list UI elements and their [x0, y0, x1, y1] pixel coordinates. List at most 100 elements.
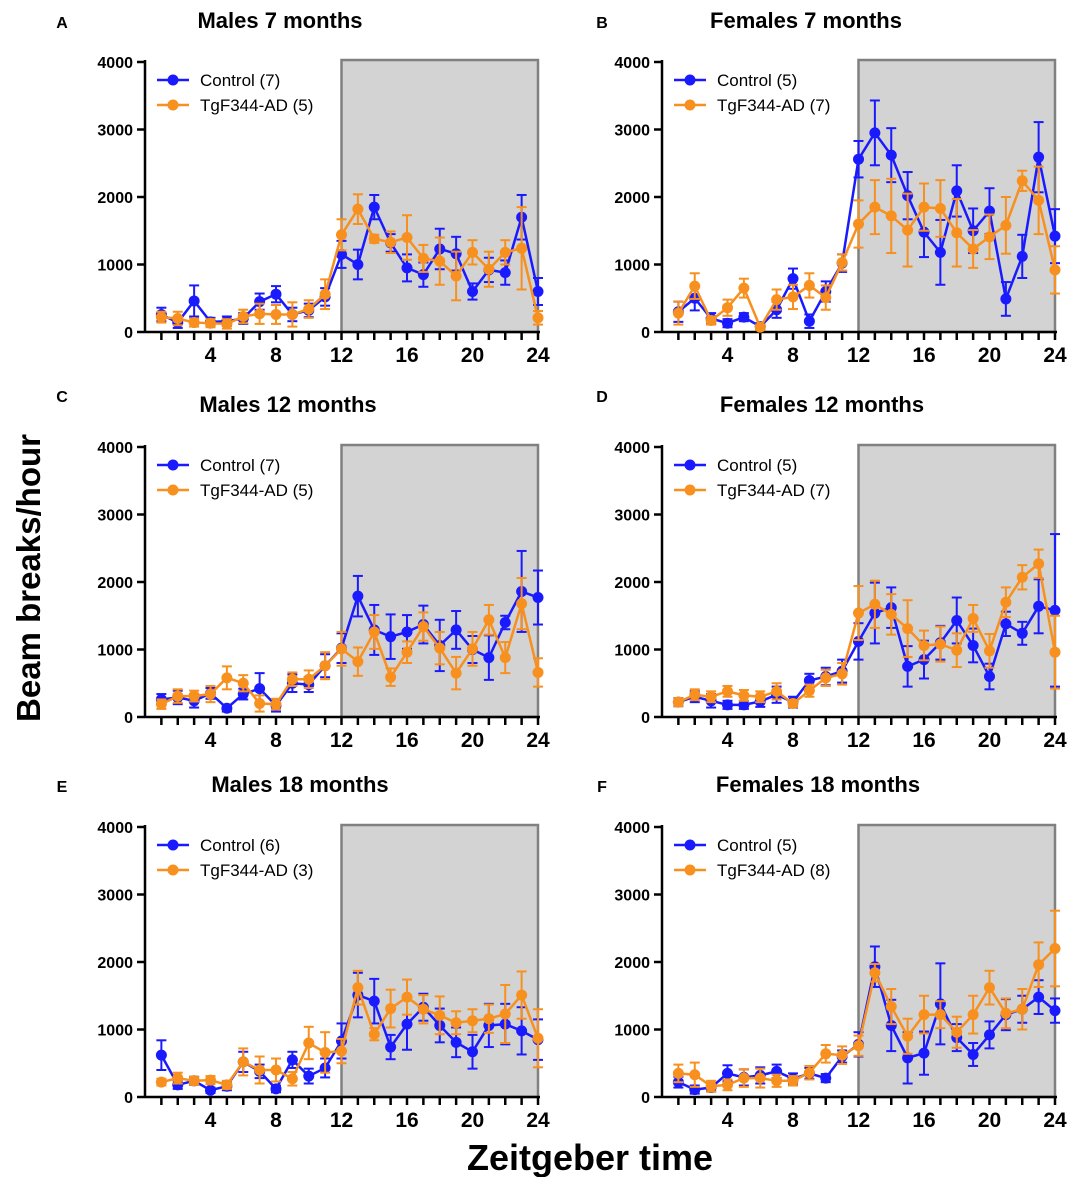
- data-point: [499, 652, 511, 664]
- series-tgf344-ad: [155, 193, 544, 330]
- legend-label: TgF344-AD (8): [717, 861, 830, 880]
- data-point: [722, 1079, 733, 1091]
- data-point: [738, 311, 750, 323]
- legend-entry: TgF344-AD (5): [157, 96, 313, 115]
- data-point: [951, 227, 963, 239]
- dark-phase-region: [340, 58, 540, 334]
- data-point: [722, 685, 733, 697]
- data-point: [853, 1040, 864, 1052]
- data-point: [401, 626, 413, 638]
- panel-b: 0 1000 2000 3000 4000 4 8 12 16 20 24 Females 7 mon…: [596, 8, 1067, 367]
- legend-entry: TgF344-AD (8): [674, 861, 830, 880]
- legend-entry: Control (7): [157, 71, 280, 90]
- data-point: [303, 303, 315, 315]
- y-tick-label: 4000: [614, 440, 650, 457]
- x-tick-label: 8: [787, 1109, 799, 1132]
- data-point: [853, 153, 864, 165]
- data-point: [401, 232, 413, 243]
- legend-marker: [684, 484, 696, 496]
- x-tick-label: 24: [526, 1109, 550, 1132]
- data-point: [270, 1064, 282, 1076]
- y-tick-label: 1000: [614, 643, 650, 660]
- x-tick-label: 12: [330, 729, 353, 752]
- data-point: [803, 315, 815, 327]
- data-point: [934, 1009, 946, 1021]
- x-tick-label: 16: [395, 344, 418, 367]
- series-tgf344-ad: [155, 969, 544, 1091]
- legend-marker: [684, 99, 696, 111]
- panel-title: Males 12 months: [199, 392, 376, 417]
- data-point: [467, 1046, 478, 1058]
- data-point: [499, 267, 511, 279]
- data-point: [869, 201, 881, 213]
- legend-marker: [167, 74, 179, 86]
- data-point: [836, 1049, 848, 1061]
- data-point: [1016, 175, 1028, 187]
- y-tick-label: 0: [124, 1090, 133, 1107]
- data-point: [820, 1048, 832, 1060]
- x-tick-label: 4: [205, 729, 217, 752]
- data-point: [155, 698, 167, 710]
- data-point: [450, 1017, 462, 1029]
- data-point: [967, 639, 979, 651]
- data-point: [499, 617, 511, 628]
- panel-d: 0 1000 2000 3000 4000 4 8 12 16 20 24 Females 12 mo…: [596, 389, 1067, 752]
- legend-marker: [167, 99, 179, 111]
- panel-title: Females 12 months: [720, 392, 924, 417]
- data-point: [286, 308, 298, 320]
- data-point: [237, 310, 249, 322]
- data-point: [516, 598, 528, 610]
- panel-c: 0 1000 2000 3000 4000 4 8 12 16 20 24 Males 12 mont…: [56, 389, 550, 752]
- x-tick-label: 20: [978, 1109, 1001, 1132]
- data-point: [368, 995, 380, 1007]
- legend-label: TgF344-AD (5): [200, 481, 313, 500]
- data-point: [672, 307, 684, 319]
- y-tick-label: 4000: [97, 440, 133, 457]
- panel-letter: C: [56, 389, 68, 406]
- y-tick-label: 3000: [97, 123, 133, 140]
- data-point: [303, 1070, 315, 1082]
- data-point: [516, 989, 528, 1001]
- x-tick-label: 12: [847, 729, 870, 752]
- y-axis-label: Beam breaks/hour: [10, 434, 47, 722]
- legend-label: Control (6): [200, 836, 280, 855]
- x-tick-label: 16: [395, 1109, 418, 1132]
- x-tick-label: 12: [330, 344, 353, 367]
- data-point: [205, 688, 216, 700]
- data-point: [1033, 600, 1045, 612]
- data-point: [352, 203, 364, 215]
- data-point: [483, 263, 495, 275]
- legend-entry: Control (7): [157, 456, 280, 475]
- panel-title: Males 7 months: [197, 8, 362, 33]
- panel-letter: D: [596, 389, 608, 406]
- legend-label: Control (5): [717, 836, 797, 855]
- data-point: [434, 642, 446, 654]
- legend-entry: Control (5): [674, 71, 797, 90]
- y-tick-label: 2000: [614, 955, 650, 972]
- data-point: [483, 652, 495, 664]
- data-point: [516, 1025, 528, 1037]
- data-point: [836, 256, 848, 268]
- data-point: [417, 252, 429, 264]
- data-point: [221, 672, 233, 684]
- data-point: [450, 667, 462, 679]
- data-point: [672, 696, 684, 708]
- data-point: [803, 685, 815, 697]
- data-point: [803, 675, 815, 687]
- y-tick-label: 0: [124, 710, 133, 727]
- data-point: [401, 991, 413, 1003]
- data-point: [984, 231, 995, 243]
- data-point: [885, 149, 897, 161]
- data-point: [951, 1026, 963, 1038]
- data-point: [771, 1075, 783, 1087]
- legend-marker: [684, 864, 696, 876]
- data-point: [417, 621, 429, 633]
- series-tgf344-ad: [155, 576, 544, 713]
- dark-phase-region: [340, 443, 540, 719]
- data-point: [1049, 646, 1061, 658]
- data-point: [836, 668, 848, 680]
- y-tick-label: 1000: [97, 1023, 133, 1040]
- data-point: [467, 643, 478, 655]
- data-point: [385, 236, 397, 248]
- data-point: [672, 1067, 684, 1079]
